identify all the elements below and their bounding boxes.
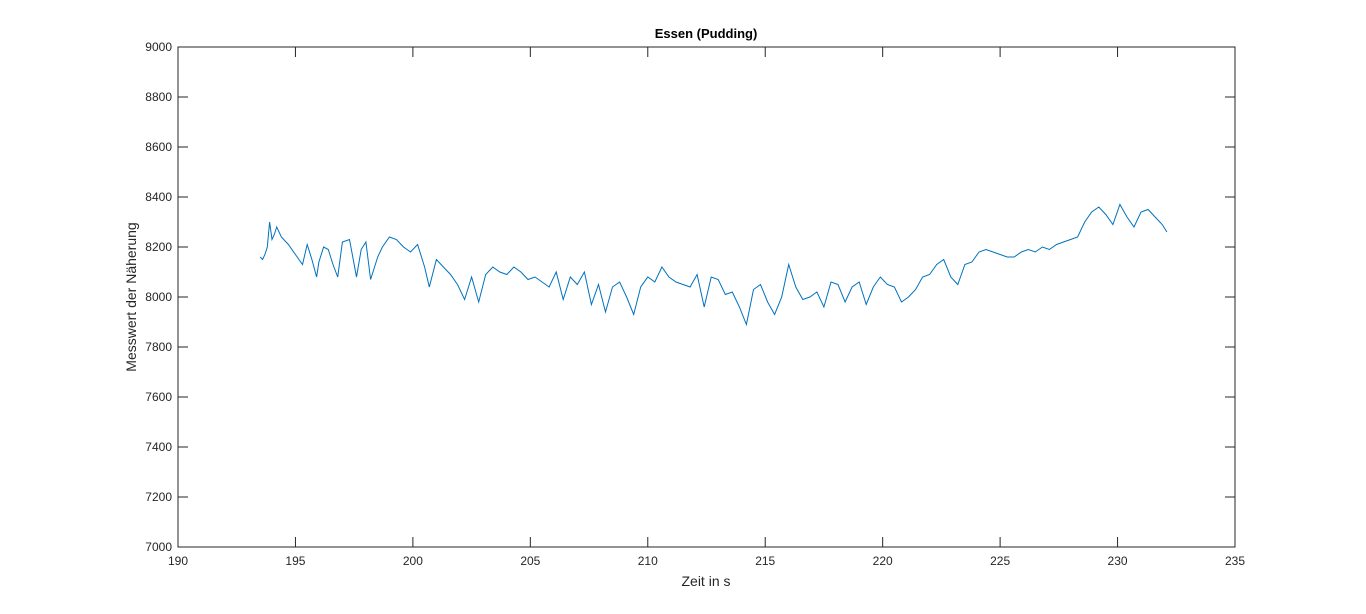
x-tick-label: 200 <box>403 554 423 568</box>
x-tick-label: 225 <box>990 554 1010 568</box>
y-tick-label: 8600 <box>145 140 172 154</box>
x-tick-label: 190 <box>168 554 188 568</box>
x-tick-label: 215 <box>755 554 775 568</box>
y-tick-labels: 7000 7200 7400 7600 7800 8000 8200 8400 8600 8800… <box>145 40 172 554</box>
y-tick-label: 8400 <box>145 190 172 204</box>
series-line <box>259 203 1168 327</box>
y-tick-label: 7000 <box>145 540 172 554</box>
x-tick-label: 210 <box>638 554 658 568</box>
y-tick-label: 9000 <box>145 40 172 54</box>
x-tick-label: 195 <box>285 554 305 568</box>
plot-border <box>177 46 1236 548</box>
x-tick-label: 205 <box>520 554 540 568</box>
x-tick-label: 230 <box>1108 554 1128 568</box>
x-tick-label: 235 <box>1225 554 1245 568</box>
chart-title: Essen (Pudding) <box>655 26 758 41</box>
y-tick-label: 7200 <box>145 490 172 504</box>
y-tick-label: 8800 <box>145 90 172 104</box>
x-axis-label: Zeit in s <box>681 573 730 589</box>
y-tick-label: 8000 <box>145 290 172 304</box>
y-tick-label: 7400 <box>145 440 172 454</box>
y-tick-label: 8200 <box>145 240 172 254</box>
y-axis-label: Messwert der Näherung <box>123 222 139 371</box>
x-tick-label: 220 <box>873 554 893 568</box>
y-tick-label: 7600 <box>145 390 172 404</box>
x-tick-labels: 190 195 200 205 210 215 220 225 230 235 <box>168 554 1245 568</box>
y-tick-label: 7800 <box>145 340 172 354</box>
